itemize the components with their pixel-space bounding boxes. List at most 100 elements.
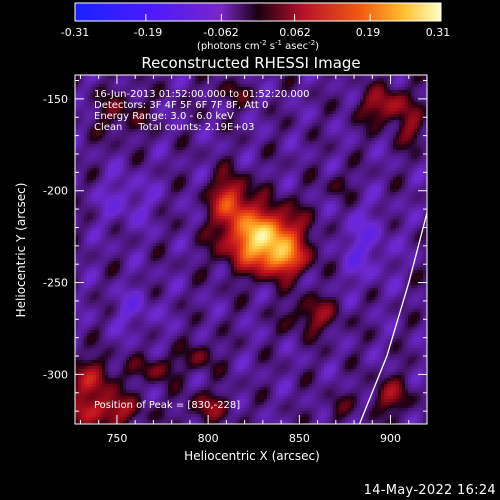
heatmap-cell — [195, 294, 199, 298]
heatmap-cell — [108, 339, 112, 343]
colorbar-tick-label: 0.31 — [426, 26, 451, 39]
heatmap-cell — [150, 420, 154, 424]
heatmap-cell — [93, 90, 97, 94]
heatmap-cell — [180, 216, 184, 220]
heatmap-cell — [120, 168, 124, 172]
heatmap-cell — [108, 198, 112, 202]
heatmap-cell — [129, 402, 133, 406]
heatmap-cell — [159, 180, 163, 184]
heatmap-cell — [108, 369, 112, 373]
heatmap-cell — [138, 384, 142, 388]
heatmap-cell — [84, 135, 88, 139]
heatmap-cell — [114, 150, 118, 154]
heatmap-cell — [99, 369, 103, 373]
heatmap-cell — [150, 111, 154, 115]
heatmap-cell — [198, 216, 202, 220]
heatmap-cell — [147, 231, 151, 235]
heatmap-cell — [84, 369, 88, 373]
heatmap-cell — [192, 174, 196, 178]
heatmap-cell — [135, 153, 139, 157]
heatmap-cell — [117, 108, 121, 112]
heatmap-cell — [135, 201, 139, 205]
heatmap-cell — [195, 336, 199, 340]
heatmap-cell — [189, 306, 193, 310]
heatmap-cell — [141, 162, 145, 166]
heatmap-cell — [165, 372, 169, 376]
heatmap-cell — [156, 219, 160, 223]
heatmap-cell — [126, 180, 130, 184]
heatmap-cell — [96, 96, 100, 100]
heatmap-cell — [96, 279, 100, 283]
heatmap-cell — [192, 318, 196, 322]
heatmap-cell — [114, 99, 118, 103]
heatmap-cell — [189, 375, 193, 379]
heatmap-cell — [153, 234, 157, 238]
heatmap-cell — [114, 183, 118, 187]
heatmap-cell — [195, 156, 199, 160]
heatmap-cell — [144, 411, 148, 415]
heatmap-cell — [180, 348, 184, 352]
heatmap-cell — [129, 393, 133, 397]
heatmap-cell — [93, 192, 97, 196]
heatmap-cell — [201, 252, 205, 256]
heatmap-cell — [192, 96, 196, 100]
heatmap-cell — [150, 270, 154, 274]
heatmap-cell — [126, 222, 130, 226]
heatmap-cell — [123, 366, 127, 370]
heatmap-cell — [126, 117, 130, 121]
heatmap-cell — [150, 150, 154, 154]
heatmap-cell — [123, 246, 127, 250]
heatmap-cell — [126, 126, 130, 130]
heatmap-cell — [156, 294, 160, 298]
heatmap-cell — [99, 348, 103, 352]
heatmap-cell — [93, 84, 97, 88]
heatmap-cell — [156, 399, 160, 403]
heatmap-cell — [153, 366, 157, 370]
heatmap-cell — [147, 108, 151, 112]
heatmap-cell — [177, 417, 181, 421]
heatmap-cell — [198, 192, 202, 196]
heatmap-cell — [171, 144, 175, 148]
heatmap-cell — [78, 312, 82, 316]
heatmap-cell — [84, 366, 88, 370]
heatmap-cell — [144, 261, 148, 265]
heatmap-cell — [195, 348, 199, 352]
heatmap-cell — [93, 396, 97, 400]
heatmap-cell — [78, 84, 82, 88]
heatmap-cell — [87, 78, 91, 82]
heatmap-cell — [84, 180, 88, 184]
heatmap-cell — [75, 321, 79, 325]
heatmap-cell — [183, 276, 187, 280]
heatmap-cell — [180, 99, 184, 103]
heatmap-cell — [147, 162, 151, 166]
heatmap-cell — [84, 87, 88, 91]
heatmap-cell — [93, 120, 97, 124]
heatmap-cell — [114, 294, 118, 298]
heatmap-cell — [129, 348, 133, 352]
heatmap-cell — [114, 336, 118, 340]
heatmap-cell — [132, 252, 136, 256]
heatmap-cell — [180, 132, 184, 136]
heatmap-cell — [78, 222, 82, 226]
heatmap-cell — [75, 417, 79, 421]
heatmap-cell — [171, 114, 175, 118]
heatmap-cell — [96, 99, 100, 103]
heatmap-cell — [126, 315, 130, 319]
heatmap-cell — [123, 84, 127, 88]
heatmap-cell — [186, 369, 190, 373]
heatmap-cell — [138, 114, 142, 118]
heatmap-cell — [168, 273, 172, 277]
heatmap-cell — [189, 420, 193, 424]
heatmap-cell — [150, 240, 154, 244]
heatmap-cell — [126, 150, 130, 154]
heatmap-cell — [180, 192, 184, 196]
heatmap-cell — [126, 321, 130, 325]
heatmap-cell — [78, 294, 82, 298]
heatmap-cell — [102, 99, 106, 103]
heatmap-cell — [195, 399, 199, 403]
heatmap-cell — [120, 285, 124, 289]
heatmap-cell — [90, 324, 94, 328]
heatmap-cell — [201, 255, 205, 259]
heatmap-cell — [117, 228, 121, 232]
heatmap-cell — [183, 345, 187, 349]
